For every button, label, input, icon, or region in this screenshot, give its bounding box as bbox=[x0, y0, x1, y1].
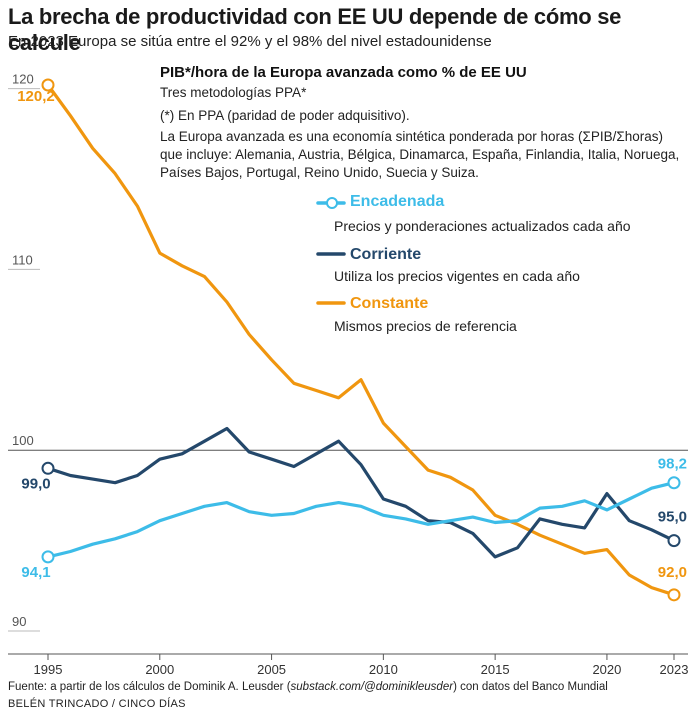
source-suffix: ) con datos del Banco Mundial bbox=[453, 681, 608, 693]
info-description: La Europa avanzada es una economía sinté… bbox=[160, 129, 680, 180]
y-tick-label: 120 bbox=[12, 72, 34, 87]
data-label-end-constante: 92,0 bbox=[658, 564, 687, 581]
y-tick-label: 100 bbox=[12, 433, 34, 448]
legend-desc-corriente: Utiliza los precios vigentes en cada año bbox=[334, 268, 580, 284]
legend-name-encadenada: Encadenada bbox=[350, 193, 445, 210]
data-label-end-corriente: 95,0 bbox=[658, 509, 687, 526]
legend-desc-encadenada: Precios y ponderaciones actualizados cad… bbox=[334, 218, 631, 234]
info-title: PIB*/hora de la Europa avanzada como % d… bbox=[160, 64, 527, 81]
x-tick-label: 1995 bbox=[34, 662, 63, 677]
x-tick-label: 2015 bbox=[481, 662, 510, 677]
info-note: (*) En PPA (paridad de poder adquisitivo… bbox=[160, 108, 410, 123]
y-tick-label: 90 bbox=[12, 614, 26, 629]
x-tick-label: 2000 bbox=[145, 662, 174, 677]
endpoint-marker-encadenada bbox=[667, 476, 681, 490]
series-line-encadenada bbox=[46, 481, 676, 559]
source-note: Fuente: a partir de los cálculos de Domi… bbox=[8, 681, 608, 693]
info-subtitle: Tres metodologías PPA* bbox=[160, 85, 307, 100]
endpoint-marker-corriente bbox=[667, 534, 681, 548]
data-label-start-encadenada: 94,1 bbox=[21, 564, 50, 581]
x-tick-label: 2010 bbox=[369, 662, 398, 677]
series-line-constante bbox=[46, 83, 676, 597]
legend-marker-encadenada bbox=[326, 197, 338, 209]
endpoint-marker-constante bbox=[41, 78, 55, 92]
chart-subtitle: En 2023 Europa se sitúa entre el 92% y e… bbox=[8, 33, 492, 50]
x-tick-label: 2020 bbox=[592, 662, 621, 677]
legend-name-corriente: Corriente bbox=[350, 246, 422, 263]
legend-desc-constante: Mismos precios de referencia bbox=[334, 318, 517, 334]
endpoint-marker-encadenada bbox=[41, 550, 55, 564]
endpoint-marker-corriente bbox=[41, 461, 55, 475]
source-url: substack.com/@dominikleusder bbox=[290, 681, 454, 693]
chart-title: La brecha de productividad con EE UU dep… bbox=[8, 4, 622, 55]
series-line-corriente bbox=[46, 426, 676, 559]
source-prefix: Fuente: a partir de los cálculos de Domi… bbox=[8, 681, 291, 693]
y-tick-label: 110 bbox=[12, 252, 33, 267]
data-label-end-encadenada: 98,2 bbox=[658, 456, 687, 473]
x-tick-label: 2023 bbox=[660, 662, 689, 677]
credit: BELÉN TRINCADO / CINCO DÍAS bbox=[8, 698, 186, 710]
endpoint-marker-constante bbox=[667, 588, 681, 602]
legend-name-constante: Constante bbox=[350, 295, 429, 312]
data-label-start-corriente: 99,0 bbox=[21, 475, 50, 492]
data-label-start-constante: 120,2 bbox=[17, 88, 55, 105]
x-tick-label: 2005 bbox=[257, 662, 286, 677]
